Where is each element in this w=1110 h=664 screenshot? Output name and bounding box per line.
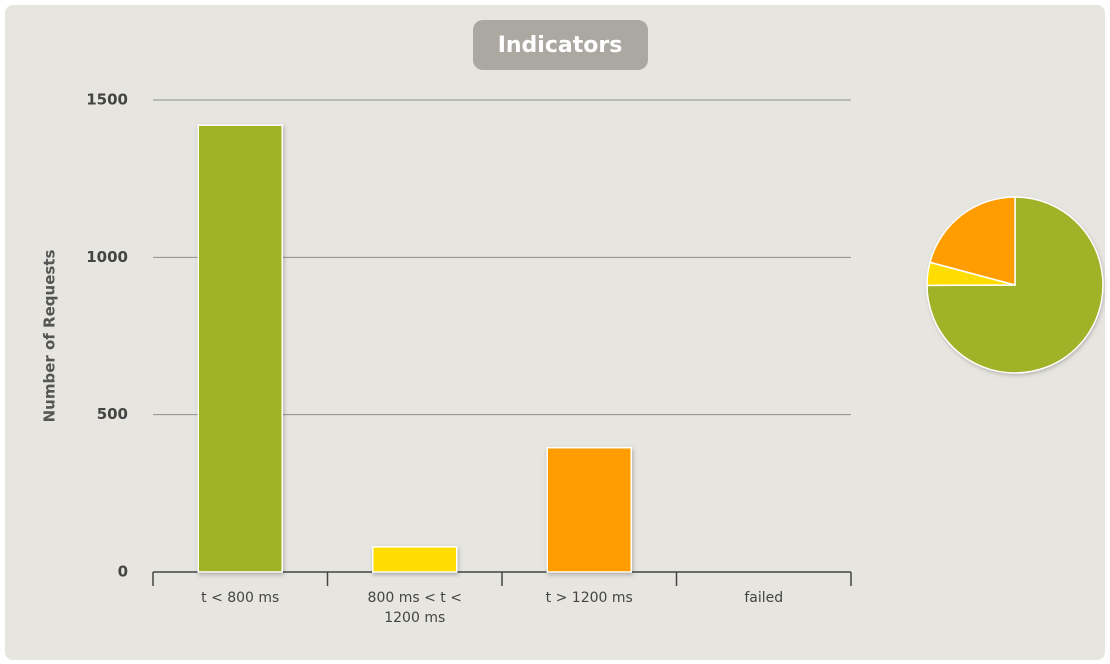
chart-title: Indicators: [498, 33, 623, 58]
x-tick-label: 800 ms < t < 1200 ms: [367, 590, 462, 626]
bar: [197, 124, 283, 573]
bar: [372, 546, 458, 573]
y-tick-label: 1500: [86, 91, 128, 109]
y-tick-label: 1000: [86, 248, 128, 266]
title-box: [473, 20, 648, 70]
x-tick-label: failed: [744, 590, 784, 606]
y-tick-label: 500: [97, 405, 128, 423]
y-tick-label: 0: [118, 563, 128, 581]
x-tick-label: t > 1200 ms: [545, 590, 633, 606]
bar: [546, 446, 632, 573]
pie-slice: [929, 196, 1016, 286]
x-tick-label: t < 800 ms: [201, 590, 280, 606]
y-axis-label: Number of Requests: [41, 250, 59, 423]
